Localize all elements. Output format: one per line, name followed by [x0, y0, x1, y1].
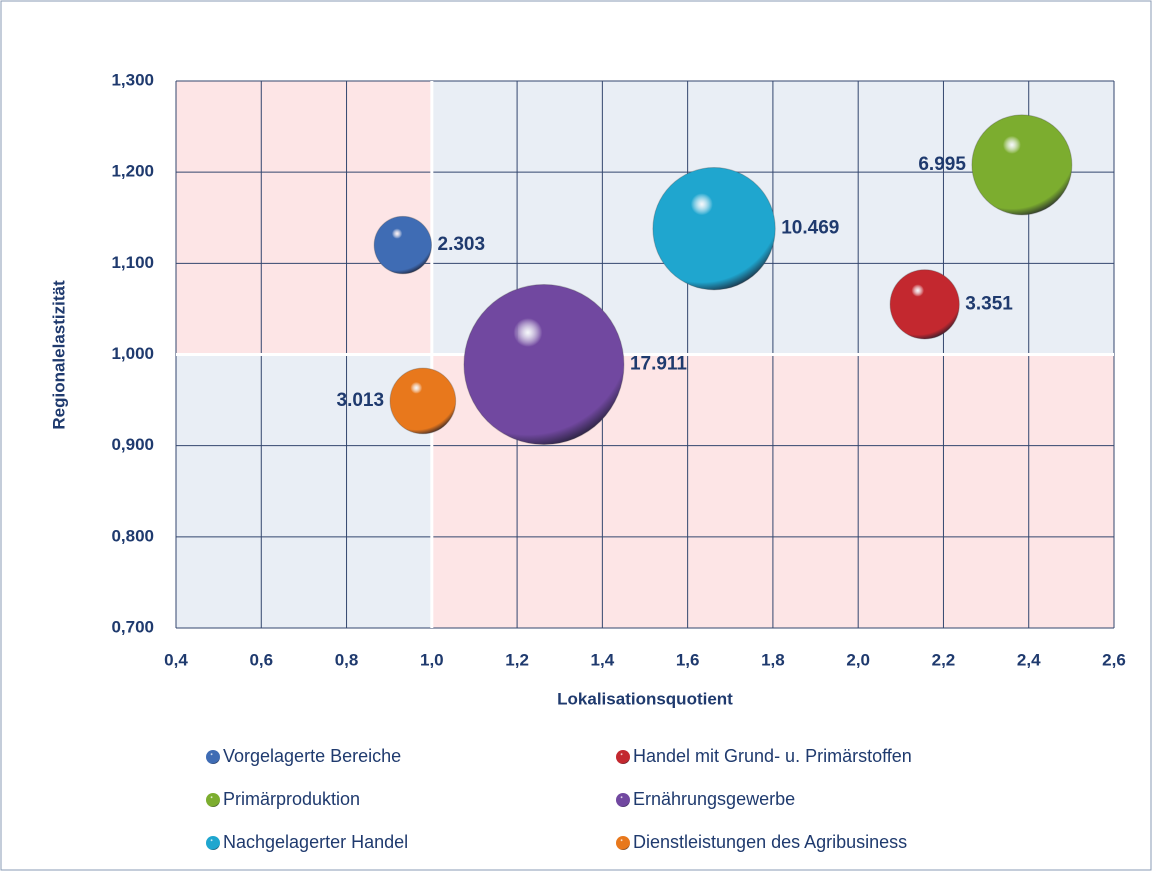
- value-label: 3.013: [337, 390, 385, 411]
- x-tick-label: 1,0: [420, 650, 444, 669]
- bubble: [971, 114, 1073, 216]
- legend-label: Primärproduktion: [223, 789, 360, 809]
- x-tick-label: 2,2: [932, 650, 956, 669]
- x-tick-label: 1,4: [591, 650, 615, 669]
- legend-marker: [616, 836, 630, 850]
- bubble: [463, 284, 625, 446]
- legend-label: Ernährungsgewerbe: [633, 789, 795, 809]
- value-label: 2.303: [438, 234, 486, 255]
- y-tick-label: 0,900: [111, 435, 154, 454]
- x-tick-label: 1,6: [676, 650, 700, 669]
- legend-marker: [206, 836, 220, 850]
- x-tick-label: 1,8: [761, 650, 785, 669]
- x-tick-label: 2,0: [846, 650, 870, 669]
- x-tick-label: 2,6: [1102, 650, 1126, 669]
- legend-label: Nachgelagerter Handel: [223, 832, 408, 852]
- legend-marker: [616, 750, 630, 764]
- legend-label: Dienstleistungen des Agribusiness: [633, 832, 907, 852]
- y-tick-label: 0,800: [111, 526, 154, 545]
- value-label: 17.911: [630, 354, 687, 375]
- y-tick-label: 1,100: [111, 253, 154, 272]
- y-tick-label: 0,700: [111, 617, 154, 636]
- value-label: 10.469: [781, 218, 839, 239]
- legend-marker: [206, 750, 220, 764]
- bubble: [373, 215, 433, 275]
- legend-label: Handel mit Grund- u. Primärstoffen: [633, 746, 912, 766]
- legend-label: Vorgelagerte Bereiche: [223, 746, 401, 766]
- x-axis-label: Lokalisationsquotient: [557, 689, 733, 708]
- x-tick-label: 1,2: [505, 650, 529, 669]
- y-tick-label: 1,000: [111, 344, 154, 363]
- legend-marker: [206, 793, 220, 807]
- x-tick-label: 0,8: [335, 650, 359, 669]
- y-tick-label: 1,300: [111, 70, 154, 89]
- y-tick-label: 1,200: [111, 162, 154, 181]
- quadrant-shade: [176, 81, 432, 355]
- bubble: [389, 367, 457, 435]
- bubble: [652, 167, 776, 291]
- bubble: [889, 269, 960, 340]
- y-axis-label: Regionalelastizität: [49, 280, 68, 430]
- value-label: 6.995: [918, 154, 966, 175]
- x-tick-label: 0,4: [164, 650, 188, 669]
- value-label: 3.351: [965, 293, 1013, 314]
- x-tick-label: 2,4: [1017, 650, 1041, 669]
- x-tick-label: 0,6: [249, 650, 273, 669]
- legend-marker: [616, 793, 630, 807]
